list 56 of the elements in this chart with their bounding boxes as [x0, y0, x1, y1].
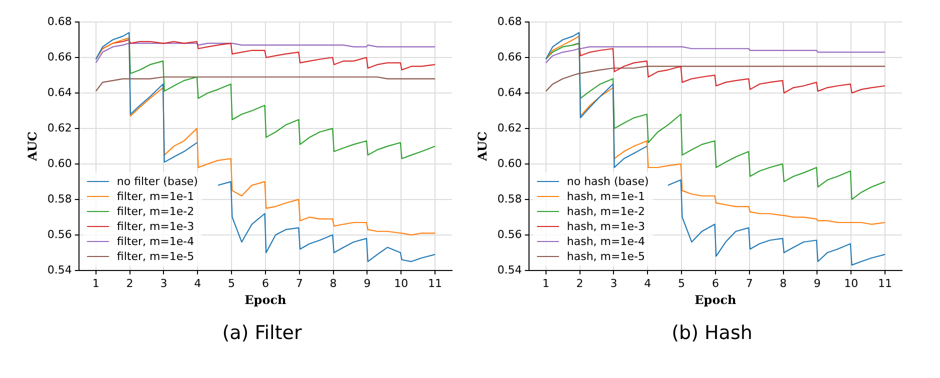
x-tick-label: 9: [814, 276, 821, 290]
legend-label: filter, m=1e-5: [116, 249, 194, 264]
x-axis-title: Epoch: [694, 292, 737, 307]
x-tick-label: 7: [296, 276, 303, 290]
legend-label: hash, m=1e-1: [566, 189, 645, 204]
y-tick-label: 0.58: [497, 192, 522, 206]
y-tick-label: 0.58: [47, 192, 72, 206]
x-tick-label: 5: [228, 276, 236, 290]
legend-label: no hash (base): [566, 174, 649, 190]
x-tick-label: 1: [542, 276, 550, 290]
y-axis-title: AUC: [475, 132, 490, 162]
legend-label: no filter (base): [116, 174, 198, 190]
x-tick-label: 2: [126, 276, 134, 290]
x-tick-label: 8: [330, 276, 337, 290]
legend-label: filter, m=1e-4: [116, 234, 194, 250]
x-tick-label: 10: [844, 276, 858, 290]
y-tick-label: 0.54: [47, 263, 72, 276]
x-tick-label: 5: [678, 276, 686, 290]
y-tick-label: 0.68: [47, 14, 72, 28]
x-axis-title: Epoch: [244, 292, 287, 307]
x-tick-label: 4: [194, 276, 202, 290]
text: (a) Filter: [221, 322, 303, 344]
y-tick-label: 0.66: [497, 50, 522, 64]
x-tick-label: 1: [92, 276, 100, 290]
x-tick-label: 4: [644, 276, 652, 290]
text: (b) Hash: [670, 322, 754, 344]
x-tick-label: 9: [364, 276, 371, 290]
y-axis-title: AUC: [25, 132, 40, 162]
y-tick-label: 0.64: [497, 86, 522, 99]
x-tick-label: 3: [160, 276, 168, 290]
y-tick-label: 0.62: [497, 121, 522, 134]
x-tick-label: 11: [428, 276, 442, 290]
x-tick-label: 2: [576, 276, 584, 290]
y-tick-label: 0.56: [497, 228, 522, 241]
legend-label: hash, m=1e-2: [566, 204, 645, 220]
x-tick-label: 6: [712, 276, 719, 290]
legend-label: filter, m=1e-1: [116, 189, 194, 204]
x-tick-label: 8: [780, 276, 787, 290]
y-tick-label: 0.60: [47, 156, 72, 170]
y-tick-label: 0.56: [47, 228, 72, 241]
x-tick-label: 3: [610, 276, 618, 290]
x-tick-label: 11: [878, 276, 892, 290]
y-tick-label: 0.54: [497, 263, 522, 276]
y-tick-label: 0.60: [497, 156, 522, 170]
y-tick-label: 0.64: [47, 86, 72, 99]
legend-label: filter, m=1e-3: [116, 219, 194, 234]
y-tick-label: 0.68: [497, 14, 522, 28]
legend-label: hash, m=1e-4: [566, 234, 645, 250]
x-tick-label: 7: [746, 276, 753, 290]
legend-label: hash, m=1e-3: [566, 219, 645, 234]
y-tick-label: 0.62: [47, 121, 72, 134]
y-tick-label: 0.66: [47, 50, 72, 64]
x-tick-label: 6: [262, 276, 269, 290]
legend-label: filter, m=1e-2: [116, 204, 194, 220]
x-tick-label: 10: [394, 276, 408, 290]
legend-label: hash, m=1e-5: [566, 249, 645, 264]
